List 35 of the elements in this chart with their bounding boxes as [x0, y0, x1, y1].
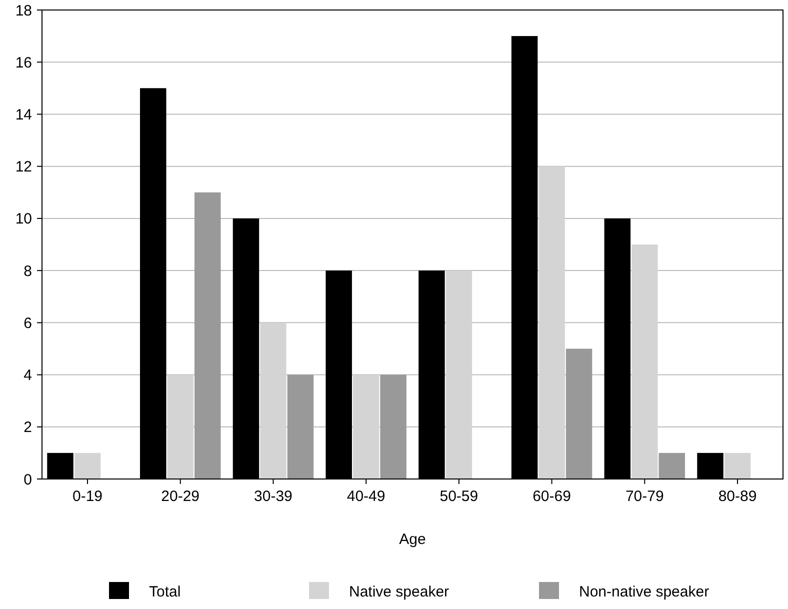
bar: [167, 374, 194, 479]
legend-label: Total: [149, 583, 181, 600]
bar: [632, 244, 658, 479]
bar: [352, 374, 380, 479]
legend-label: Non-native speaker: [579, 583, 710, 600]
bar: [658, 452, 685, 479]
legend-label: Native speaker: [349, 583, 450, 600]
bar: [724, 452, 751, 479]
bar: [260, 322, 286, 479]
bar: [194, 192, 221, 479]
bar: [538, 166, 565, 479]
x-tick-label: 30-39: [254, 488, 292, 505]
bar: [566, 348, 592, 479]
x-tick-label: 70-79: [625, 488, 664, 505]
bar: [287, 374, 314, 479]
bar: [380, 374, 406, 479]
bar: [74, 452, 101, 479]
x-tick-label: 20-29: [161, 488, 200, 505]
x-tick-label: 80-89: [718, 488, 757, 505]
y-tick-label: 4: [24, 367, 32, 384]
x-axis-title: Age: [399, 531, 426, 548]
y-tick-label: 12: [15, 158, 32, 176]
y-tick-label: 14: [15, 106, 32, 124]
y-tick-label: 10: [15, 210, 32, 228]
y-tick-label: 16: [15, 54, 32, 72]
y-tick-label: 6: [24, 314, 32, 332]
bar: [446, 270, 472, 479]
x-tick-label: 40-49: [346, 488, 386, 505]
y-tick-label: 2: [24, 419, 32, 436]
x-tick-label: 50-59: [440, 488, 478, 505]
x-tick-label: 60-69: [532, 488, 571, 505]
x-tick-label: 0-19: [72, 488, 103, 505]
y-tick-label: 18: [15, 2, 32, 20]
y-tick-label: 0: [24, 471, 32, 488]
y-tick-label: 8: [24, 262, 32, 280]
